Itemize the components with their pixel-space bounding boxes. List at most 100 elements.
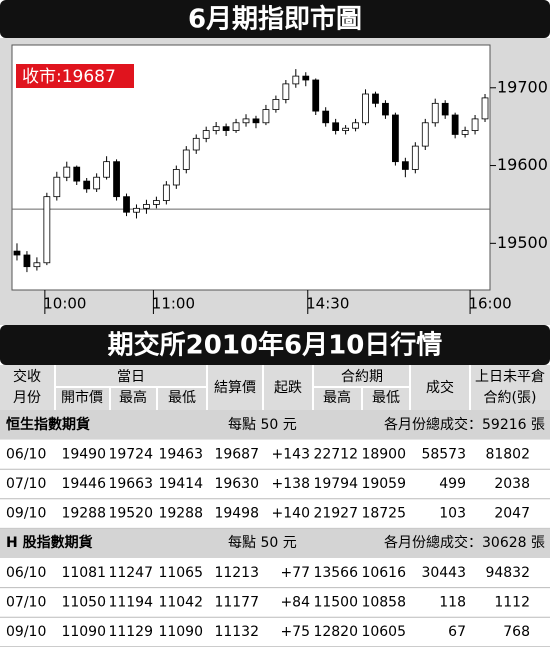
table-cell: 11213 [214, 565, 259, 581]
table-cell: 12820 [313, 624, 358, 640]
close-box [16, 64, 134, 88]
candle-body [401, 161, 409, 170]
candle-body [73, 166, 81, 182]
table-cell: 18725 [361, 506, 406, 522]
candle-body [222, 126, 230, 131]
candle-body [212, 126, 220, 131]
table-cell: +143 [272, 446, 310, 462]
y-tick-label: 19700 [497, 77, 548, 96]
header-cell: 合約(張) [484, 390, 537, 406]
header-cell: 當日 [117, 369, 145, 385]
x-tick-label: 10:00 [43, 295, 86, 313]
candle-body [252, 118, 260, 124]
table-cell: +84 [280, 594, 310, 610]
candle-body [292, 75, 300, 85]
candle-body [182, 149, 190, 170]
section-unit: 每點 50 元 [228, 417, 297, 433]
candle-body [372, 93, 379, 104]
header-cell: 交收 [13, 368, 41, 385]
header-cell: 最低 [372, 390, 400, 406]
table-cell: 09/10 [6, 624, 46, 640]
table-cell: 19288 [158, 506, 203, 522]
table-title: 期交所2010年6月10日行情 [108, 330, 443, 361]
candle-body [162, 184, 170, 201]
candle-body [421, 122, 429, 147]
table-cell: 11247 [108, 565, 153, 581]
table-cell: 11500 [313, 594, 358, 610]
candle-body [153, 200, 160, 205]
table-cell: 06/10 [6, 446, 46, 462]
table-cell: 499 [439, 476, 466, 492]
candle-body [441, 102, 449, 116]
candle-body [481, 97, 489, 120]
table-cell: 81802 [485, 446, 530, 462]
table-cell: 2047 [494, 506, 530, 522]
candle-body [322, 110, 330, 124]
candle-body [33, 262, 41, 268]
candle-body [93, 176, 101, 190]
table-cell: 118 [439, 594, 466, 610]
candle-body [362, 93, 369, 124]
table-title-bar [0, 325, 550, 365]
table-cell: 103 [439, 506, 466, 522]
table-cell: 07/10 [6, 594, 46, 610]
candle-body [192, 137, 200, 151]
candle-body [53, 176, 61, 198]
header-cell: 上日未平倉 [475, 369, 545, 385]
table-cell: 11090 [158, 624, 203, 640]
candle-body [471, 118, 479, 131]
header-cell: 最高 [323, 389, 351, 406]
candle-body [83, 180, 91, 190]
table-cell: 07/10 [6, 476, 46, 492]
table-cell: 10616 [361, 565, 406, 581]
candle-body [342, 127, 349, 131]
candle-body [332, 122, 340, 131]
candle-body [13, 250, 21, 256]
table-cell: 58573 [421, 446, 466, 462]
header-cell: 合約期 [341, 369, 383, 385]
candle-body [143, 204, 150, 209]
table-cell: +140 [272, 506, 310, 522]
section-row-bg [0, 528, 550, 558]
candle-body [272, 99, 280, 110]
table-cell: 19059 [361, 476, 406, 492]
candle-body [23, 254, 31, 268]
table-cell: 19520 [108, 506, 153, 522]
y-tick-label: 19500 [497, 233, 548, 252]
table-cell: 11090 [61, 624, 106, 640]
section-total: 各月份總成交：59216 張 [384, 416, 545, 433]
table-cell: 11050 [61, 594, 106, 610]
section-name: 恒生指數期貨 [6, 416, 90, 433]
candle-body [352, 122, 359, 129]
table-cell: 19630 [214, 476, 259, 492]
candle-body [451, 114, 459, 135]
candle-body [262, 109, 270, 124]
close-label: 收市:19687 [22, 67, 116, 87]
table-cell: 06/10 [6, 565, 46, 581]
header-cell: 成交 [426, 379, 454, 396]
candle-body [202, 130, 210, 139]
table-cell: 11065 [158, 565, 203, 581]
table-cell: 30443 [421, 565, 466, 581]
table-cell: 11081 [61, 565, 106, 581]
table-cell: 19687 [214, 446, 259, 462]
table-cell: 11132 [214, 624, 259, 640]
candle-body [63, 166, 71, 178]
table-cell: 19446 [61, 476, 106, 492]
table-cell: 09/10 [6, 506, 46, 522]
header-cell: 起跌 [274, 380, 302, 396]
x-tick-label: 16:00 [468, 295, 511, 313]
table-cell: 11194 [108, 594, 153, 610]
table-cell: 2038 [494, 476, 530, 492]
table-cell: 11042 [158, 594, 203, 610]
table-cell: +75 [280, 624, 310, 640]
x-tick-label: 14:30 [306, 295, 349, 313]
candle-body [43, 196, 51, 264]
table-cell: 19490 [61, 446, 106, 462]
table-cell: 19498 [214, 506, 259, 522]
table-cell: 19794 [313, 476, 358, 492]
header-cell: 月份 [13, 390, 41, 406]
candle-body [232, 122, 240, 131]
section-unit: 每點 50 元 [228, 535, 297, 551]
